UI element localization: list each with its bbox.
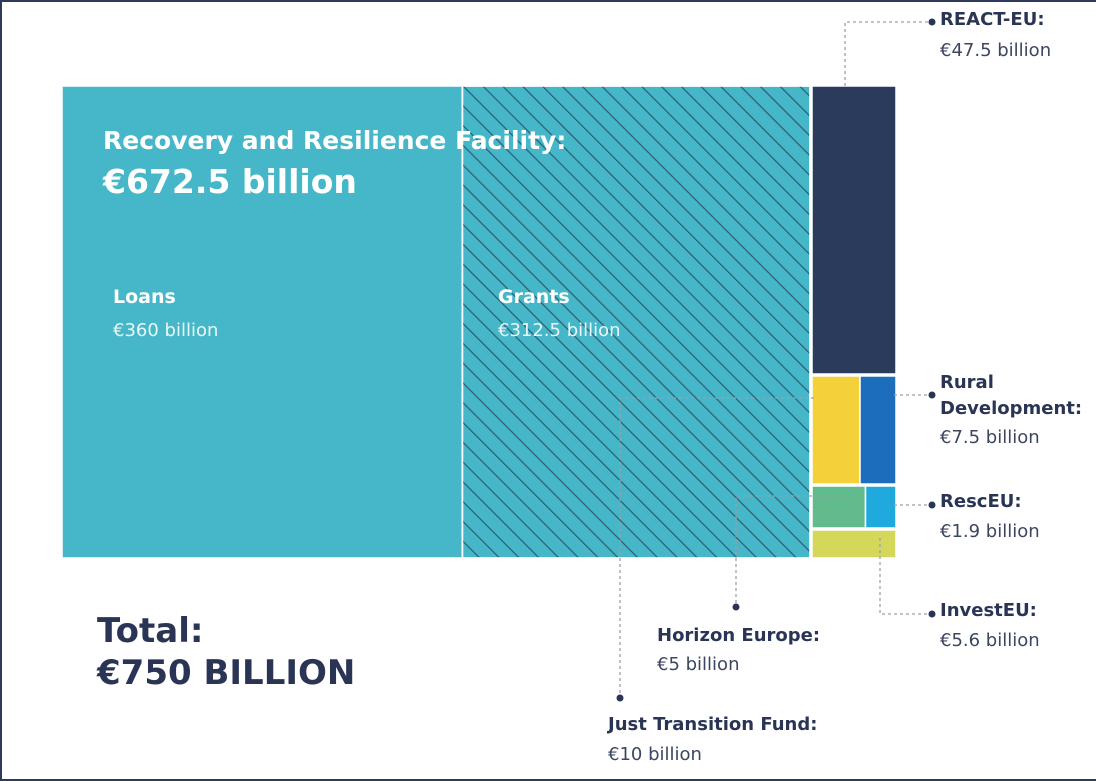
horizon-europe-label: Horizon Europe: [657,625,821,646]
horizon-europe-amount: €5 billion [657,654,740,675]
react-eu-leader [844,21,932,86]
total-label: Total: [97,611,204,651]
rrf-part-loans-block [61,85,464,559]
just-transition-fund-label: Just Transition Fund: [608,714,818,735]
horizon-europe-block [811,485,867,529]
react-eu-amount: €47.5 billion [940,40,1052,61]
rural-development-leader-dot [928,391,936,399]
investeu-amount: €5.6 billion [940,630,1040,651]
loans-amount: €360 billion [113,320,219,341]
rural-development-amount: €7.5 billion [940,427,1040,448]
rural-development-label: Rural Development: [940,372,1083,419]
rrf-amount: €672.5 billion [103,162,357,201]
horizon-europe-leader [735,495,842,607]
grants-amount: €312.5 billion [498,320,621,341]
just-transition-fund-block [811,375,861,485]
react-eu-label: REACT-EU: [940,9,1045,30]
resceu-label: RescEU: [940,491,1022,512]
resceu-block [864,485,897,529]
total-amount: €750 BILLION [97,653,356,693]
resceu-amount: €1.9 billion [940,521,1040,542]
react-eu-block [811,85,897,375]
just-transition-fund-amount: €10 billion [608,744,702,765]
investeu-block [811,529,897,559]
just-transition-fund-leader-dot [616,694,624,702]
resceu-leader-dot [928,501,936,509]
grants-label: Grants [498,286,570,308]
loans-label: Loans [113,286,176,308]
investeu-leader-dot [928,610,936,618]
rrf-title: Recovery and Resilience Facility: [103,126,567,155]
just-transition-fund-leader [619,397,814,698]
horizon-europe-leader-dot [732,603,740,611]
investeu-leader [879,538,932,615]
rural-development-block [859,375,897,485]
grants-hatch-overlay [461,85,811,559]
react-eu-leader-dot [928,18,936,26]
investeu-label: InvestEU: [940,600,1037,621]
